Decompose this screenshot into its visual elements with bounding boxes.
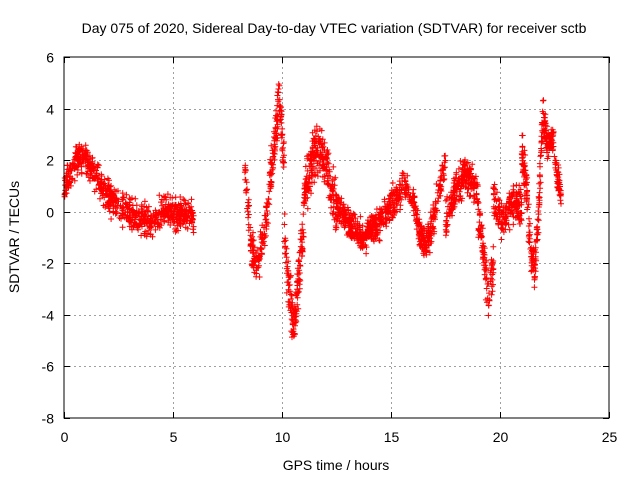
chart-title: Day 075 of 2020, Sidereal Day-to-day VTE… [82, 20, 587, 36]
y-axis-label: SDTVAR / TECUs [6, 181, 22, 293]
axis-ticks [64, 57, 610, 419]
x-tick-label: 20 [493, 429, 509, 445]
plot-frame [63, 56, 610, 419]
y-tick-label: 6 [46, 50, 54, 66]
y-tick-label: -6 [42, 359, 55, 375]
x-tick-label: 25 [602, 429, 618, 445]
x-tick-label: 0 [61, 429, 69, 445]
y-tick-label: -8 [42, 411, 55, 427]
y-tick-label: 4 [46, 102, 54, 118]
y-tick-label: 2 [46, 153, 54, 169]
y-tick-label: 0 [46, 205, 54, 221]
scatter-markers [61, 81, 564, 341]
x-tick-label: 15 [384, 429, 400, 445]
x-tick-label: 5 [170, 429, 178, 445]
y-tick-label: -2 [42, 256, 55, 272]
data-points [61, 81, 564, 341]
tick-labels: 0 5 10 15 20 25 -8 -6 -4 -2 0 2 4 6 [42, 50, 618, 446]
y-tick-label: -4 [42, 308, 55, 324]
x-tick-label: 10 [275, 429, 291, 445]
x-axis-label: GPS time / hours [283, 457, 390, 473]
